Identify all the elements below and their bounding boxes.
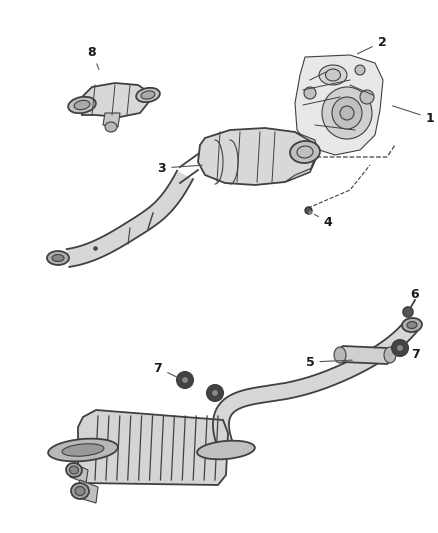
Ellipse shape — [66, 463, 82, 477]
Ellipse shape — [392, 340, 408, 356]
Text: 4: 4 — [314, 214, 332, 229]
Ellipse shape — [197, 441, 255, 459]
Ellipse shape — [290, 141, 320, 163]
Ellipse shape — [355, 65, 365, 75]
Ellipse shape — [340, 106, 354, 120]
Text: 2: 2 — [357, 36, 386, 54]
Ellipse shape — [403, 307, 413, 317]
Ellipse shape — [319, 65, 347, 85]
Text: 7: 7 — [154, 361, 180, 379]
Polygon shape — [67, 171, 193, 267]
Ellipse shape — [141, 91, 155, 99]
Polygon shape — [198, 128, 315, 185]
Ellipse shape — [325, 69, 340, 81]
Polygon shape — [285, 132, 318, 182]
Ellipse shape — [212, 390, 219, 397]
Ellipse shape — [70, 466, 78, 474]
Ellipse shape — [74, 100, 90, 110]
Polygon shape — [76, 480, 98, 503]
Ellipse shape — [47, 251, 69, 265]
Ellipse shape — [71, 483, 89, 499]
Ellipse shape — [62, 444, 104, 456]
Ellipse shape — [396, 344, 403, 351]
Ellipse shape — [322, 87, 372, 139]
Ellipse shape — [52, 254, 64, 262]
Ellipse shape — [384, 347, 396, 363]
Polygon shape — [295, 55, 383, 155]
Polygon shape — [338, 346, 392, 364]
Ellipse shape — [75, 487, 85, 496]
Ellipse shape — [402, 318, 422, 332]
Ellipse shape — [68, 97, 96, 113]
Ellipse shape — [360, 90, 374, 104]
Text: 5: 5 — [306, 356, 352, 368]
Polygon shape — [78, 410, 228, 485]
Ellipse shape — [334, 347, 346, 363]
Ellipse shape — [207, 385, 223, 401]
Ellipse shape — [304, 87, 316, 99]
Polygon shape — [80, 83, 150, 117]
Ellipse shape — [332, 97, 362, 129]
Ellipse shape — [177, 372, 193, 388]
Polygon shape — [103, 113, 120, 127]
Ellipse shape — [48, 439, 118, 462]
Text: 3: 3 — [158, 161, 202, 174]
Text: 8: 8 — [88, 45, 99, 69]
Ellipse shape — [181, 376, 188, 384]
Polygon shape — [70, 463, 88, 483]
Polygon shape — [213, 320, 418, 450]
Ellipse shape — [136, 88, 160, 102]
Text: 1: 1 — [392, 106, 434, 125]
Ellipse shape — [105, 122, 117, 132]
Ellipse shape — [407, 321, 417, 328]
Text: 7: 7 — [405, 349, 419, 361]
Text: 6: 6 — [410, 288, 419, 308]
